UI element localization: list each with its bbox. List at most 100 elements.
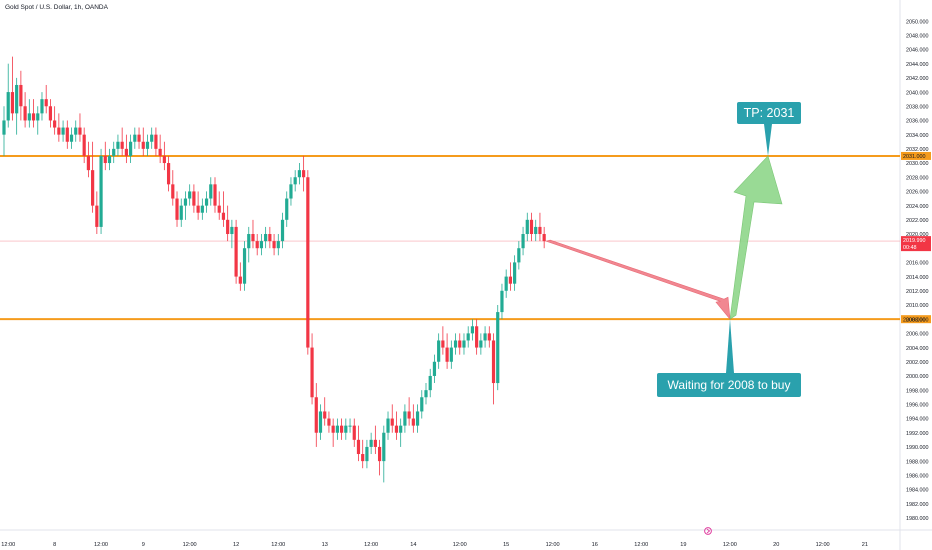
level-tag-bg [901, 151, 931, 160]
candle-body [44, 99, 48, 107]
candle [280, 212, 285, 249]
candle [306, 170, 310, 355]
candle [534, 219, 538, 242]
candle-body [340, 425, 344, 433]
candle [323, 397, 327, 426]
y-tick-label: 2004.000 [906, 346, 928, 352]
candle-body [293, 177, 297, 185]
candle-body [183, 198, 188, 206]
candle-body [272, 241, 276, 249]
candle-body [40, 99, 44, 114]
candle [424, 383, 428, 405]
candle [390, 404, 394, 433]
candle-body [521, 234, 525, 249]
candle [361, 439, 365, 469]
candle [297, 163, 301, 185]
candle-body [302, 170, 306, 178]
y-tick-label: 1986.000 [906, 474, 928, 480]
candle [27, 99, 31, 128]
x-tick-label: 12:00 [634, 542, 648, 548]
y-tick-label: 2008.000 [906, 317, 928, 323]
candle-body [432, 361, 437, 376]
candle [15, 77, 19, 135]
candle [154, 127, 158, 156]
candle [462, 333, 466, 355]
wait-callout: Waiting for 2008 to buy [657, 319, 801, 397]
candle-body [65, 127, 69, 142]
candle [415, 404, 420, 433]
y-tick-label: 2006.000 [906, 332, 928, 338]
level-tag-label: 2031.000 [903, 154, 925, 160]
y-tick-label: 1984.000 [906, 488, 928, 494]
candle [475, 319, 479, 355]
candle [247, 226, 251, 263]
candle [445, 333, 449, 369]
y-tick-label: 2048.000 [906, 33, 928, 39]
candle [242, 241, 247, 291]
candle [6, 63, 10, 128]
candle [356, 425, 361, 462]
candle-body [508, 276, 512, 284]
x-tick-label: 12:00 [271, 542, 285, 548]
candle-body [86, 155, 90, 171]
y-tick-label: 2040.000 [906, 90, 928, 96]
candle-body [107, 155, 112, 164]
candle-body [103, 155, 107, 164]
candle-body [323, 411, 327, 419]
candle-body [517, 248, 521, 263]
candle-body [399, 425, 403, 433]
candle-body [276, 241, 280, 249]
candle [74, 120, 78, 142]
level-tag-label: 2008.000 [903, 317, 925, 323]
candle [369, 432, 373, 455]
candle [255, 234, 259, 256]
candle-body [251, 234, 255, 242]
candle-body [2, 120, 6, 135]
candle-body [221, 212, 226, 220]
candle-body [133, 134, 137, 142]
candle-body [386, 418, 390, 433]
candle-body [259, 241, 264, 249]
candle-body [242, 248, 247, 284]
candle-body [196, 205, 200, 213]
candle [213, 177, 217, 213]
candle-body [230, 226, 234, 235]
y-tick-label: 2002.000 [906, 360, 928, 366]
candle-body [344, 425, 348, 433]
candle [120, 127, 124, 156]
candle-body [470, 326, 475, 334]
candle-body [150, 134, 154, 142]
x-tick-label: 12:00 [546, 542, 560, 548]
y-tick-label: 2034.000 [906, 133, 928, 139]
candle [40, 92, 44, 121]
candle-body [327, 418, 331, 426]
down-projection-arrow [545, 239, 731, 321]
candle-body [407, 411, 411, 419]
candle [453, 333, 458, 355]
candle-body [234, 226, 238, 277]
candle [513, 255, 517, 291]
candle [285, 191, 289, 227]
candle [365, 439, 369, 469]
candle-body [129, 141, 133, 156]
candle-body [74, 127, 78, 135]
candle-body [403, 411, 407, 426]
candle [382, 425, 386, 483]
candle [95, 191, 99, 235]
candle [428, 368, 432, 398]
candle-body [213, 184, 217, 206]
candle-body [445, 347, 449, 362]
candle [470, 319, 475, 341]
x-tick-label: 12:00 [816, 542, 830, 548]
candle [386, 411, 390, 440]
candle-body [542, 234, 546, 242]
candle [196, 191, 200, 220]
candle [491, 333, 496, 405]
candle-body [166, 163, 171, 185]
y-tick-label: 1980.000 [906, 516, 928, 522]
candle [86, 141, 90, 178]
candle-body [525, 219, 529, 235]
candle [23, 92, 27, 128]
candle-body [209, 184, 213, 199]
